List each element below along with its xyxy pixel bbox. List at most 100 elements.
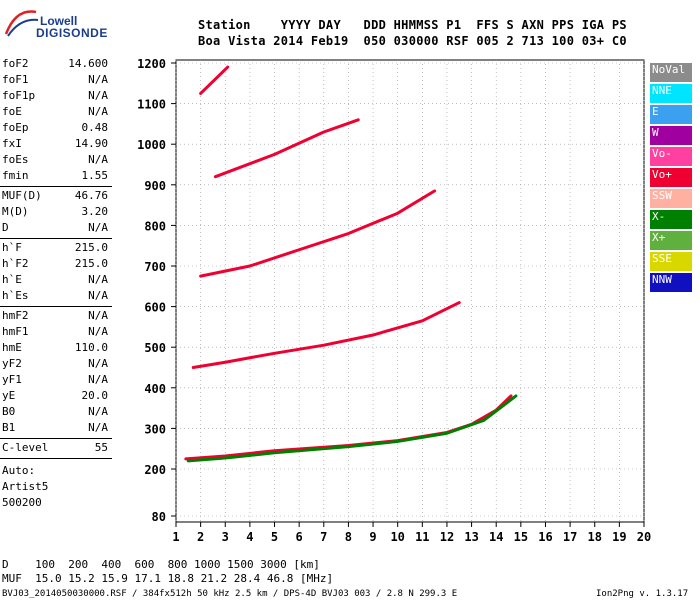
logo-mark-icon	[4, 10, 39, 37]
param-row: foF1 N/A	[0, 72, 112, 88]
footer-muf-row: MUF 15.0 15.2 15.9 17.1 18.8 21.2 28.4 4…	[2, 572, 334, 585]
y-tick-label: 300	[144, 422, 166, 436]
param-separator	[0, 438, 112, 439]
legend-entry: Vo+	[650, 168, 692, 187]
footer-file-info: BVJ03_2014050030000.RSF / 384fx512h 50 k…	[2, 589, 458, 599]
x-tick-label: 16	[538, 530, 552, 544]
param-value: 215.0	[74, 241, 108, 254]
param-name: h`Es	[2, 289, 29, 302]
polarization-legend: NoVal NNE E W Vo- Vo+ SSW X- X+ SSE NNW	[650, 63, 692, 294]
param-row: B0 N/A	[0, 404, 112, 420]
x-tick-label: 3	[222, 530, 229, 544]
x-tick-label: 17	[563, 530, 577, 544]
param-value: 3.20	[81, 205, 109, 218]
param-value: N/A	[88, 357, 108, 370]
header-row-values: Boa Vista 2014 Feb19 050 030000 RSF 005 …	[198, 34, 627, 48]
header-row-labels: Station YYYY DAY DDD HHMMSS P1 FFS S AXN…	[198, 18, 627, 32]
legend-entry: NNE	[650, 84, 692, 103]
x-tick-label: 1	[172, 530, 179, 544]
param-row: foEs N/A	[0, 152, 112, 168]
param-row: hmF1 N/A	[0, 324, 112, 340]
param-value: 14.600	[68, 57, 108, 70]
param-separator	[0, 238, 112, 239]
param-name: D	[2, 221, 9, 234]
x-tick-label: 7	[320, 530, 327, 544]
legend-entry: W	[650, 126, 692, 145]
logo-line2: DIGISONDE	[36, 26, 108, 40]
param-name: MUF(D)	[2, 189, 42, 202]
param-name: fmin	[2, 169, 29, 182]
x-tick-label: 2	[197, 530, 204, 544]
param-name: yF2	[2, 357, 22, 370]
x-tick-label: 18	[588, 530, 602, 544]
param-name: h`F2	[2, 257, 29, 270]
legend-entry: E	[650, 105, 692, 124]
param-name: hmF2	[2, 309, 29, 322]
param-row: yE 20.0	[0, 388, 112, 404]
param-value: N/A	[88, 289, 108, 302]
legend-entry: X-	[650, 210, 692, 229]
param-row: B1 N/A	[0, 420, 112, 436]
footer-version: Ion2Png v. 1.3.17	[596, 589, 689, 599]
param-name: h`F	[2, 241, 22, 254]
echo-trace	[186, 394, 518, 463]
param-value: 46.76	[74, 189, 108, 202]
y-tick-label: 1200	[137, 57, 166, 71]
param-name: fxI	[2, 137, 22, 150]
legend-entry: NNW	[650, 273, 692, 292]
param-value: N/A	[88, 325, 108, 338]
auto-info-line: Artist5	[2, 480, 49, 493]
footer-distance-row: D 100 200 400 600 800 1000 1500 3000 [km…	[2, 558, 320, 571]
param-name: yE	[2, 389, 16, 402]
param-name: B0	[2, 405, 16, 418]
legend-entry: NoVal	[650, 63, 692, 82]
param-row: yF1 N/A	[0, 372, 112, 388]
param-value: 0.48	[81, 121, 109, 134]
param-value: N/A	[88, 221, 108, 234]
y-tick-label: 1100	[137, 98, 166, 112]
param-value: N/A	[88, 89, 108, 102]
legend-entry: X+	[650, 231, 692, 250]
y-tick-label: 400	[144, 382, 166, 396]
x-tick-label: 6	[296, 530, 303, 544]
x-tick-label: 14	[489, 530, 503, 544]
x-tick-label: 4	[246, 530, 253, 544]
logo-line1: Lowell	[40, 14, 78, 28]
param-name: foEs	[2, 153, 29, 166]
param-value: N/A	[88, 309, 108, 322]
auto-info-line: 500200	[2, 496, 42, 509]
y-tick-label: 700	[144, 260, 166, 274]
param-value: 110.0	[74, 341, 108, 354]
y-tick-label: 800	[144, 219, 166, 233]
x-tick-label: 15	[514, 530, 528, 544]
param-row: h`E N/A	[0, 272, 112, 288]
x-tick-label: 13	[464, 530, 478, 544]
param-name: M(D)	[2, 205, 29, 218]
param-row: h`F2 215.0	[0, 256, 112, 272]
param-row: foF2 14.600	[0, 56, 112, 72]
param-separator	[0, 458, 112, 459]
param-name: hmF1	[2, 325, 29, 338]
param-row: h`Es N/A	[0, 288, 112, 304]
param-value: N/A	[88, 153, 108, 166]
x-tick-label: 19	[612, 530, 626, 544]
param-name: hmE	[2, 341, 22, 354]
auto-info-line: Auto:	[2, 464, 36, 477]
param-row: D N/A	[0, 220, 112, 236]
param-row: hmF2 N/A	[0, 308, 112, 324]
param-value: N/A	[88, 105, 108, 118]
param-name: foF2	[2, 57, 29, 70]
param-value: 215.0	[74, 257, 108, 270]
y-tick-label: 80	[152, 510, 166, 524]
y-tick-label: 900	[144, 179, 166, 193]
echo-trace	[199, 65, 230, 95]
param-value: N/A	[88, 273, 108, 286]
param-value: N/A	[88, 73, 108, 86]
param-row: h`F 215.0	[0, 240, 112, 256]
x-tick-label: 8	[345, 530, 352, 544]
y-tick-label: 500	[144, 341, 166, 355]
param-value: 20.0	[81, 389, 109, 402]
param-row: hmE 110.0	[0, 340, 112, 356]
param-value: 55	[94, 441, 108, 454]
